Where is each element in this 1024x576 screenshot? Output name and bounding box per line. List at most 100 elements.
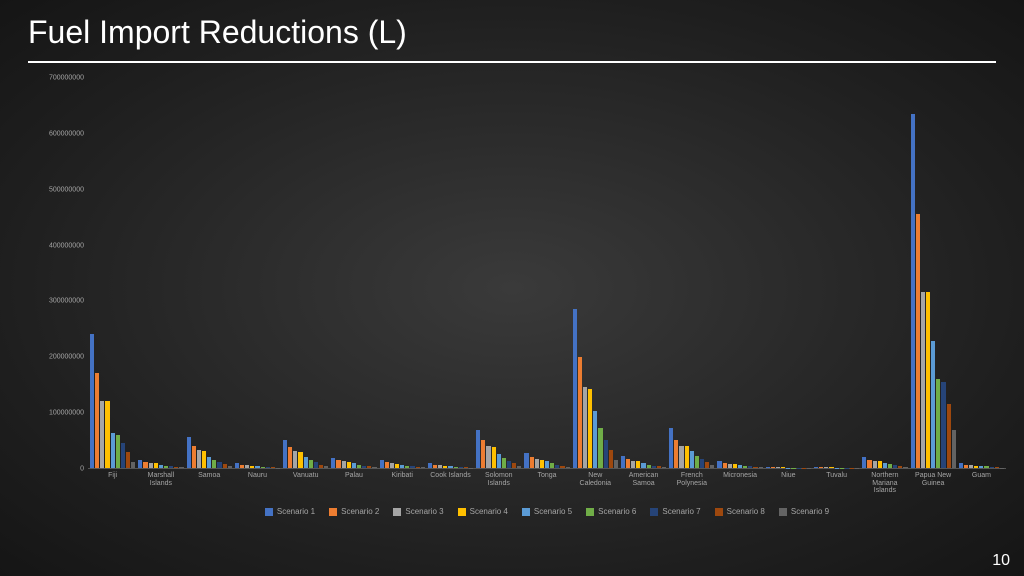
bar	[240, 465, 244, 468]
legend-swatch	[779, 508, 787, 516]
bar	[566, 467, 570, 468]
legend-label: Scenario 4	[470, 507, 508, 516]
bar	[207, 457, 211, 468]
bar	[738, 465, 742, 468]
bar	[903, 467, 907, 468]
y-tick-label: 100000000	[49, 410, 84, 417]
bar	[695, 456, 699, 468]
legend-item: Scenario 5	[522, 507, 572, 516]
bar	[380, 460, 384, 468]
bar-group	[573, 78, 618, 468]
bar	[212, 460, 216, 468]
bar	[438, 465, 442, 468]
x-tick-label: Niue	[766, 472, 811, 495]
bar	[464, 467, 468, 468]
bar	[573, 309, 577, 468]
bar	[352, 463, 356, 467]
bar-group	[814, 78, 859, 468]
bar	[283, 440, 287, 468]
legend-item: Scenario 2	[329, 507, 379, 516]
bar	[372, 467, 376, 468]
legend-label: Scenario 1	[277, 507, 315, 516]
bar	[990, 467, 994, 468]
bar	[105, 401, 109, 468]
bar	[309, 460, 313, 468]
bar	[121, 443, 125, 468]
title-divider	[28, 61, 996, 63]
bar	[690, 451, 694, 468]
bar	[159, 465, 163, 468]
bar	[717, 461, 721, 468]
bar	[964, 465, 968, 468]
bar	[95, 373, 99, 468]
bar	[685, 446, 689, 468]
x-tick-label: New Caledonia	[573, 472, 618, 495]
bar	[540, 460, 544, 468]
bar-group	[911, 78, 956, 468]
x-tick-label: Guam	[959, 472, 1004, 495]
legend-swatch	[586, 508, 594, 516]
bar	[255, 466, 259, 468]
bar	[154, 463, 158, 467]
legend-swatch	[458, 508, 466, 516]
x-tick-label: Palau	[331, 472, 376, 495]
bar	[947, 404, 951, 468]
bar	[367, 466, 371, 468]
bar	[217, 462, 221, 468]
bar	[679, 446, 683, 468]
bar	[748, 466, 752, 468]
bar	[916, 214, 920, 467]
bar	[524, 453, 528, 467]
bar-group	[476, 78, 521, 468]
bar	[631, 461, 635, 468]
chart-legend: Scenario 1 Scenario 2 Scenario 3 Scenario 4…	[88, 507, 1006, 516]
bar	[921, 292, 925, 467]
bar	[385, 462, 389, 468]
bar	[609, 450, 613, 468]
bar-group	[428, 78, 473, 468]
bar	[862, 457, 866, 468]
bar	[126, 452, 130, 468]
chart-plot-row: 0100000000200000000300000000400000000500…	[28, 78, 1006, 469]
bar	[781, 467, 785, 468]
bar	[829, 467, 833, 468]
y-tick-label: 200000000	[49, 354, 84, 361]
bar	[400, 465, 404, 468]
legend-label: Scenario 8	[727, 507, 765, 516]
bar	[342, 461, 346, 468]
bar	[969, 465, 973, 468]
bar	[759, 467, 763, 468]
x-tick-label: Samoa	[187, 472, 232, 495]
bar	[245, 465, 249, 468]
bar	[149, 463, 153, 467]
x-tick-label: Fiji	[90, 472, 135, 495]
bar	[995, 467, 999, 468]
legend-label: Scenario 6	[598, 507, 636, 516]
bar	[390, 463, 394, 467]
bar	[169, 466, 173, 468]
x-tick-label: Vanuatu	[283, 472, 328, 495]
bar	[228, 466, 232, 468]
bar	[819, 467, 823, 468]
y-tick-label: 700000000	[49, 75, 84, 82]
bar	[974, 466, 978, 468]
x-tick-label: Tuvalu	[814, 472, 859, 495]
bar	[652, 466, 656, 468]
bar	[560, 466, 564, 468]
legend-label: Scenario 5	[534, 507, 572, 516]
legend-label: Scenario 3	[405, 507, 443, 516]
bar	[202, 451, 206, 468]
bar	[192, 446, 196, 468]
bar	[893, 465, 897, 468]
bar	[223, 464, 227, 468]
bar	[476, 430, 480, 468]
bar	[657, 466, 661, 468]
legend-label: Scenario 9	[791, 507, 829, 516]
legend-swatch	[650, 508, 658, 516]
bar	[926, 292, 930, 467]
x-tick-label: Tonga	[524, 472, 569, 495]
bar	[174, 467, 178, 468]
bar	[705, 462, 709, 468]
bar	[641, 463, 645, 468]
y-tick-label: 600000000	[49, 130, 84, 137]
